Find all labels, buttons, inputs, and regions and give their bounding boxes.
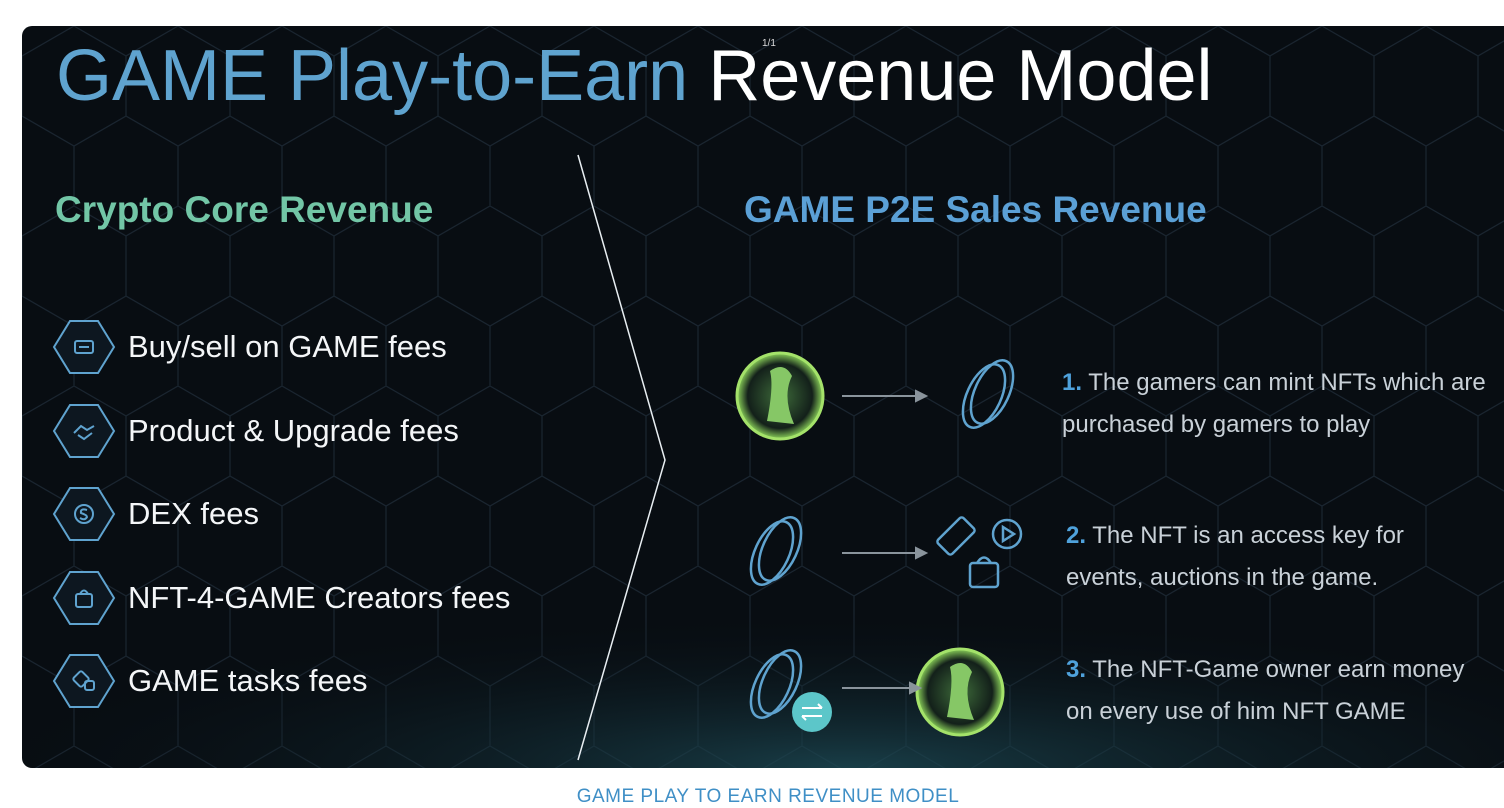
title-highlight: GAME Play-to-Earn (56, 36, 689, 116)
fee-item: GAME tasks fees (128, 663, 368, 698)
step-text: The NFT-Game owner earn money on every u… (1066, 656, 1465, 725)
fee-item: Buy/sell on GAME fees (128, 329, 447, 364)
item-icons (52, 320, 116, 708)
slide-graphics (22, 26, 1504, 768)
page-indicator: 1/1 (762, 38, 776, 49)
fee-item: Product & Upgrade fees (128, 413, 459, 448)
step-text: The NFT is an access key for events, auc… (1066, 522, 1404, 591)
step-text: The gamers can mint NFTs which are purch… (1062, 369, 1486, 438)
fee-item: DEX fees (128, 496, 259, 531)
flow-graphics (735, 351, 1023, 737)
step-number: 3. (1066, 656, 1087, 683)
fee-item: NFT-4-GAME Creators fees (128, 580, 511, 615)
nft-figure (947, 663, 974, 720)
title-rest: Revenue Model (708, 36, 1213, 116)
caption: GAME PLAY TO EARN REVENUE MODEL (576, 786, 960, 807)
step-number: 2. (1066, 522, 1087, 549)
slide-title: GAME Play-to-Earn Revenue Model (56, 34, 1213, 118)
divider-chevron (577, 154, 666, 761)
step: 2. The NFT is an access key for events, … (1066, 515, 1476, 599)
step: 3. The NFT-Game owner earn money on ever… (1066, 649, 1476, 733)
slide: GAME Play-to-Earn Revenue Model 1/1 Cryp… (22, 26, 1504, 768)
glow (22, 506, 1504, 768)
nft-figure (767, 367, 794, 424)
step: 1. The gamers can mint NFTs which are pu… (1062, 362, 1504, 446)
left-heading: Crypto Core Revenue (55, 189, 434, 230)
step-number: 1. (1062, 369, 1083, 396)
right-heading: GAME P2E Sales Revenue (744, 189, 1207, 230)
